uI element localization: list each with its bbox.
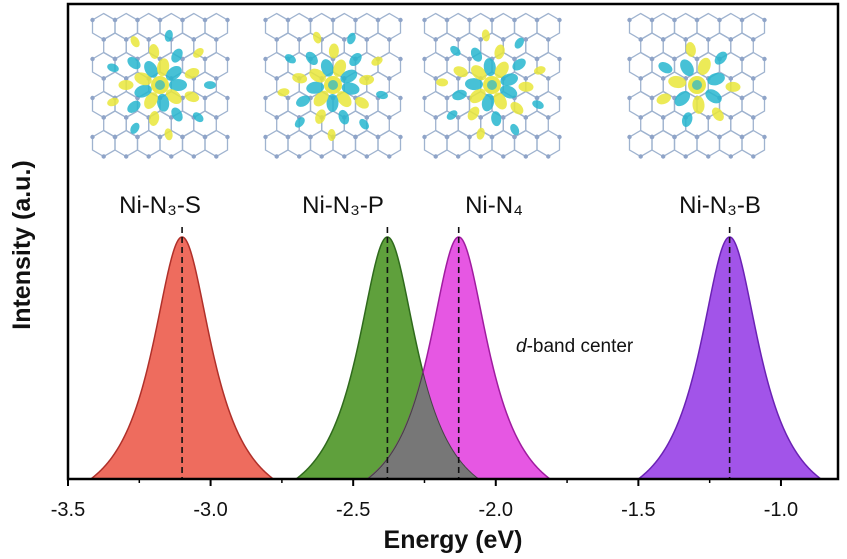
x-axis-title: Energy (eV): [384, 526, 523, 554]
x-tick-label: -2.0: [479, 499, 513, 521]
structure-ni-n3-s: [90, 12, 230, 159]
x-tick-label: -3.0: [193, 499, 227, 521]
x-tick-label: -1.5: [621, 499, 655, 521]
charge-density-structures: [90, 12, 767, 159]
structure-label-ni-n4: Ni-N₄: [465, 192, 523, 219]
structure-ni-n4: [422, 12, 562, 159]
structure-label-ni-n3-s: Ni-N₃-S: [119, 192, 201, 219]
y-axis-title: Intensity (a.u.): [8, 160, 36, 329]
structure-label-ni-n3-b: Ni-N₃-B: [679, 192, 761, 219]
peak-series: [90, 227, 822, 480]
structure-label-ni-n3-p: Ni-N₃-P: [302, 192, 384, 219]
x-tick-label: -2.5: [336, 499, 370, 521]
annotation-text-part: -band center: [527, 336, 634, 357]
x-axis: -3.5 -3.0 -2.5 -2.0 -1.5 -1.0: [51, 479, 798, 521]
annotation-italic-part: d: [516, 336, 528, 357]
structure-ni-n3-b: [627, 12, 767, 159]
d-band-center-annotation: d-band center: [516, 336, 634, 357]
structure-labels: Ni-N₃-S Ni-N₃-P Ni-N₄ Ni-N₃-B: [119, 192, 761, 219]
plot-frame: [66, 2, 840, 481]
x-tick-label: -3.5: [51, 499, 85, 521]
structure-ni-n3-p: [263, 12, 403, 159]
peak-overlap-region: [365, 372, 481, 480]
x-tick-label: -1.0: [764, 499, 798, 521]
